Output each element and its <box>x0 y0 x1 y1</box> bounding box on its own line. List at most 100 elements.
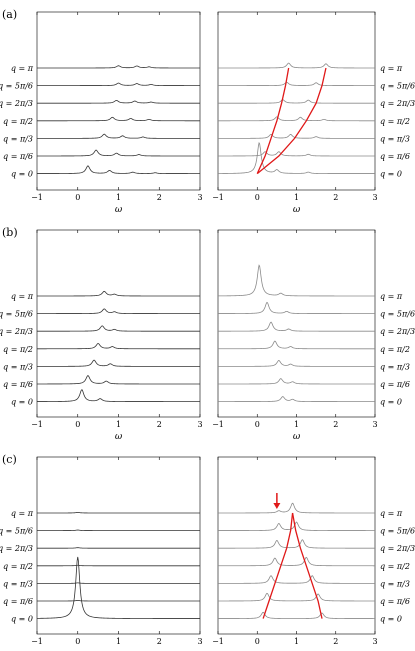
axes-left: −1 0 1 2 3 ω <box>31 229 203 442</box>
spectrum-line <box>218 592 375 602</box>
spectrum-line <box>37 529 200 531</box>
series-group-left <box>37 65 200 174</box>
dispersion-curve <box>256 67 290 174</box>
q-label-right: q = 5π/6 <box>380 310 415 319</box>
x-axis-label: ω <box>293 205 301 215</box>
q-label-left: q = 0 <box>11 170 33 179</box>
series-group-right <box>218 493 376 619</box>
axes-right: −1 0 1 2 3 ω <box>212 11 378 215</box>
series-group-right <box>218 62 375 175</box>
q-label-right: q = 0 <box>380 615 402 624</box>
spectrum-line <box>37 512 200 514</box>
spectrum-line <box>37 65 200 69</box>
spectrum-line <box>37 389 200 402</box>
dispersion-curve <box>262 512 294 619</box>
spectrum-line <box>218 340 375 350</box>
q-label-left: q = π/2 <box>3 562 33 571</box>
plot-frame <box>217 11 376 191</box>
q-label-right: q = π/6 <box>380 380 410 389</box>
spectrum-line <box>37 116 200 122</box>
x-tick-label: 1 <box>116 193 121 202</box>
spectrum-line <box>36 556 200 619</box>
x-tick-label: 3 <box>372 420 377 429</box>
q-label-left: q = 0 <box>11 615 33 624</box>
x-axis-label: ω <box>115 205 123 215</box>
q-label-right: q = π/3 <box>380 134 410 143</box>
x-tick-label: 1 <box>294 193 299 202</box>
panel-1: (a) −1 0 1 2 3 ω −1 0 1 2 3 ω q = π q = π q = 5π/6 q = 5… <box>0 8 415 215</box>
panel-label: (c) <box>2 453 17 466</box>
q-label-left: q = π/2 <box>3 345 33 354</box>
q-label-left: q = 5π/6 <box>0 527 33 536</box>
x-tick-label: −1 <box>212 420 224 429</box>
q-label-right: q = π <box>380 509 403 518</box>
x-tick-label: 2 <box>157 637 162 646</box>
q-label-right: q = π/2 <box>380 562 410 571</box>
spectrum-line <box>218 611 375 619</box>
q-label-left: q = 2π/3 <box>0 327 33 336</box>
panel-3: (c) −1 0 1 2 3 ω −1 0 1 2 3 ω q = π q = π q = 5π/6 q = 5… <box>0 453 415 651</box>
x-tick-label: 1 <box>294 420 299 429</box>
q-label-right: q = 2π/3 <box>380 99 415 108</box>
x-tick-label: −1 <box>31 193 43 202</box>
annotation-arrowhead <box>273 503 281 509</box>
spectrum-line <box>37 564 200 567</box>
q-label-right: q = 2π/3 <box>380 544 415 553</box>
q-label-right: q = π/2 <box>380 117 410 126</box>
axes-left: −1 0 1 2 3 ω <box>31 11 203 215</box>
x-tick-label: 0 <box>255 193 260 202</box>
spectrum-line <box>37 308 200 314</box>
x-tick-label: 2 <box>157 420 162 429</box>
spectrum-line <box>37 290 200 297</box>
x-tick-label: 0 <box>255 637 260 646</box>
q-label-left: q = π/6 <box>3 597 33 606</box>
x-tick-label: 1 <box>294 637 299 646</box>
q-label-left: q = 2π/3 <box>0 544 33 553</box>
spectrum-line <box>218 556 375 567</box>
spectrum-line <box>37 325 200 332</box>
spectrum-line <box>218 151 375 157</box>
axes-right: −1 0 1 2 3 ω <box>212 229 378 442</box>
plot-frame <box>36 229 201 418</box>
q-label-left: q = π <box>11 292 34 301</box>
spectrum-line <box>37 375 200 385</box>
spectrum-line <box>218 360 375 367</box>
spectrum-line <box>218 321 375 332</box>
spectrum-line <box>217 264 375 297</box>
spectrum-line <box>37 582 200 584</box>
spectrum-line <box>218 378 375 385</box>
series-group-left <box>36 512 200 619</box>
x-tick-label: 3 <box>197 637 202 646</box>
series-group-right <box>217 264 375 402</box>
spectrum-line <box>218 81 375 86</box>
spectrum-line <box>218 502 375 514</box>
x-tick-label: 0 <box>75 420 80 429</box>
axes-right: −1 0 1 2 3 ω <box>212 456 378 651</box>
plot-frame <box>36 11 201 191</box>
q-label-left: q = π/6 <box>3 380 33 389</box>
spectrum-line <box>37 547 200 549</box>
q-label-left: q = π/2 <box>3 117 33 126</box>
q-label-right: q = 5π/6 <box>380 527 415 536</box>
x-tick-label: 0 <box>75 193 80 202</box>
q-label-left: q = 2π/3 <box>0 99 33 108</box>
spectrum-line <box>37 82 200 86</box>
spectrum-line <box>218 521 375 531</box>
q-label-left: q = 0 <box>11 398 33 407</box>
spectrum-line <box>37 343 200 350</box>
dispersion-curve <box>256 67 327 175</box>
q-label-right: q = 0 <box>380 170 402 179</box>
dispersion-curve <box>291 512 323 619</box>
q-label-left: q = π/6 <box>3 152 33 161</box>
q-label-left: q = π/3 <box>3 134 33 143</box>
x-tick-label: −1 <box>212 193 224 202</box>
x-axis-label: ω <box>293 432 301 442</box>
plot-frame <box>217 456 376 635</box>
x-tick-label: 3 <box>372 637 377 646</box>
spectrum-line <box>37 359 200 367</box>
spectrum-line <box>37 133 200 139</box>
spectrum-line <box>218 141 375 174</box>
q-label-left: q = π <box>11 64 34 73</box>
spectrum-line <box>37 600 200 602</box>
